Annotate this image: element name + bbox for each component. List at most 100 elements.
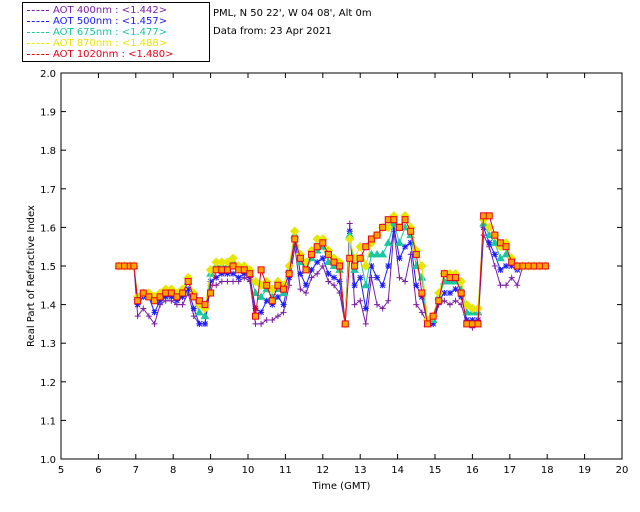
data-point-400nm bbox=[491, 263, 498, 269]
data-point-500nm bbox=[325, 270, 332, 277]
data-point-1020nm bbox=[407, 227, 415, 235]
data-point-400nm bbox=[263, 317, 270, 324]
data-point-1020nm bbox=[313, 243, 321, 251]
data-point-500nm bbox=[441, 290, 448, 297]
data-point-500nm bbox=[207, 278, 214, 285]
data-point-675nm bbox=[195, 307, 204, 316]
data-point-500nm bbox=[274, 293, 281, 300]
data-point-1020nm bbox=[308, 250, 316, 258]
y-tick-label: 1.2 bbox=[40, 378, 56, 389]
data-point-1020nm bbox=[384, 216, 392, 224]
data-point-1020nm bbox=[367, 235, 375, 243]
data-point-500nm bbox=[168, 293, 175, 300]
data-point-870nm bbox=[417, 261, 427, 271]
data-point-400nm bbox=[351, 301, 358, 308]
data-point-400nm bbox=[452, 297, 459, 304]
data-point-1020nm bbox=[379, 223, 387, 231]
data-point-1020nm bbox=[457, 289, 465, 297]
data-point-500nm bbox=[336, 278, 343, 285]
data-point-1020nm bbox=[341, 320, 349, 328]
x-tick-label: 15 bbox=[429, 465, 442, 476]
data-point-1020nm bbox=[513, 262, 521, 270]
data-point-500nm bbox=[407, 239, 414, 246]
data-point-400nm bbox=[190, 313, 197, 320]
data-point-1020nm bbox=[424, 320, 432, 328]
data-point-675nm bbox=[256, 292, 266, 300]
data-point-500nm bbox=[269, 301, 276, 308]
data-point-400nm bbox=[362, 320, 369, 327]
x-tick-label: 16 bbox=[466, 465, 479, 476]
y-tick-label: 1.9 bbox=[40, 108, 56, 119]
data-point-500nm bbox=[218, 270, 225, 277]
data-point-400nm bbox=[140, 305, 147, 312]
legend-swatch-500nm bbox=[27, 20, 49, 22]
data-point-1020nm bbox=[446, 274, 454, 282]
data-point-1020nm bbox=[285, 270, 293, 278]
data-point-500nm bbox=[390, 224, 397, 231]
data-point-1020nm bbox=[319, 239, 327, 247]
data-point-500nm bbox=[297, 270, 304, 277]
series-1020nm bbox=[115, 212, 549, 328]
x-tick-label: 13 bbox=[354, 465, 367, 476]
data-point-400nm bbox=[308, 274, 315, 281]
data-point-1020nm bbox=[302, 266, 310, 274]
data-point-1020nm bbox=[536, 262, 544, 270]
data-point-1020nm bbox=[162, 289, 170, 297]
data-point-500nm bbox=[179, 293, 186, 300]
data-point-500nm bbox=[314, 259, 321, 266]
data-point-870nm bbox=[361, 261, 371, 271]
data-point-675nm bbox=[383, 238, 393, 246]
data-point-500nm bbox=[508, 263, 515, 269]
data-point-500nm bbox=[385, 263, 392, 269]
data-point-675nm bbox=[501, 249, 511, 258]
data-point-675nm bbox=[490, 238, 500, 246]
legend-label-1020nm: AOT 1020nm : <1.480> bbox=[53, 49, 174, 60]
data-point-1020nm bbox=[541, 262, 549, 270]
data-point-870nm bbox=[473, 303, 483, 314]
data-point-1020nm bbox=[251, 312, 259, 320]
data-point-1020nm bbox=[115, 262, 123, 270]
data-point-675nm bbox=[324, 257, 333, 266]
legend-entry-400nm: AOT 400nm : <1.442> bbox=[27, 5, 167, 16]
y-tick-label: 1.7 bbox=[40, 185, 56, 196]
data-point-1020nm bbox=[240, 266, 248, 274]
data-point-1020nm bbox=[429, 312, 437, 320]
y-axis-label: Real Part of Refractive Index bbox=[26, 205, 37, 347]
data-point-1020nm bbox=[134, 297, 142, 305]
x-tick-label: 6 bbox=[95, 465, 101, 476]
data-point-1020nm bbox=[173, 293, 181, 301]
data-point-1020nm bbox=[508, 258, 516, 266]
data-point-500nm bbox=[503, 263, 510, 269]
legend-entry-870nm: AOT 870nm : <1.488> bbox=[27, 38, 167, 49]
data-point-500nm bbox=[463, 317, 470, 324]
x-tick-label: 9 bbox=[207, 465, 213, 476]
data-point-500nm bbox=[452, 286, 459, 293]
data-point-400nm bbox=[280, 309, 287, 316]
y-tick-label: 1.8 bbox=[40, 146, 56, 157]
data-point-500nm bbox=[357, 274, 364, 281]
data-point-400nm bbox=[418, 309, 425, 316]
data-point-1020nm bbox=[184, 277, 192, 285]
legend-label-400nm: AOT 400nm : <1.442> bbox=[53, 5, 168, 16]
data-point-400nm bbox=[252, 320, 259, 327]
data-point-500nm bbox=[134, 301, 141, 308]
data-point-500nm bbox=[491, 251, 498, 258]
y-tick-label: 1.0 bbox=[40, 455, 56, 466]
data-point-400nm bbox=[151, 320, 158, 327]
data-point-500nm bbox=[430, 320, 437, 327]
data-point-500nm bbox=[469, 317, 476, 324]
data-point-500nm bbox=[286, 274, 293, 281]
x-tick-label: 19 bbox=[578, 465, 591, 476]
data-point-1020nm bbox=[390, 216, 398, 224]
data-point-1020nm bbox=[201, 301, 209, 309]
legend-label-870nm: AOT 870nm : <1.488> bbox=[53, 38, 168, 49]
data-point-500nm bbox=[319, 255, 326, 262]
y-tick-label: 1.4 bbox=[40, 301, 56, 312]
data-point-500nm bbox=[331, 274, 338, 281]
data-point-1020nm bbox=[435, 297, 443, 305]
data-point-400nm bbox=[297, 286, 304, 293]
legend-entry-675nm: AOT 675nm : <1.477> bbox=[27, 27, 167, 38]
data-point-870nm bbox=[228, 253, 238, 263]
data-point-400nm bbox=[269, 317, 276, 324]
data-point-500nm bbox=[402, 243, 409, 250]
